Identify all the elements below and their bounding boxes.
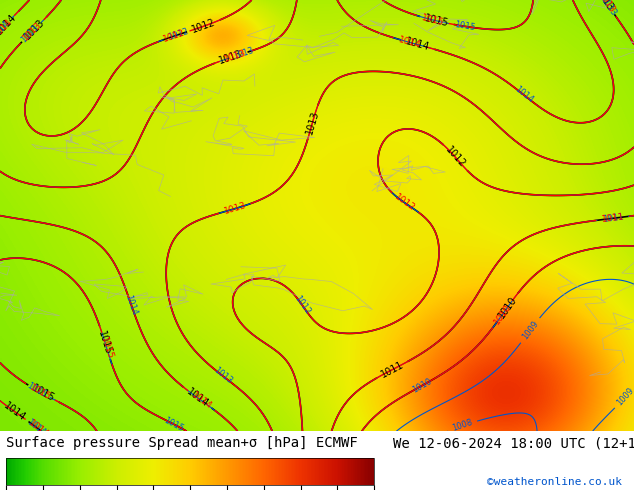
Text: 1014: 1014 bbox=[2, 400, 27, 423]
Text: 1011: 1011 bbox=[601, 213, 624, 224]
Text: 1015: 1015 bbox=[99, 336, 115, 361]
Text: 1011: 1011 bbox=[379, 360, 406, 380]
Text: 1012: 1012 bbox=[444, 145, 468, 170]
Text: 1015: 1015 bbox=[96, 329, 113, 356]
Text: 1014: 1014 bbox=[404, 36, 431, 52]
Text: 1015: 1015 bbox=[28, 383, 53, 402]
Text: 1011: 1011 bbox=[602, 213, 624, 224]
Text: 1014: 1014 bbox=[27, 419, 51, 440]
Text: 1009: 1009 bbox=[615, 386, 634, 408]
Text: 1013: 1013 bbox=[304, 109, 321, 135]
Text: 1014: 1014 bbox=[190, 390, 213, 411]
Text: Surface pressure Spread mean+σ [hPa] ECMWF: Surface pressure Spread mean+σ [hPa] ECM… bbox=[6, 436, 358, 450]
Text: 1012: 1012 bbox=[190, 18, 217, 35]
Text: 1014: 1014 bbox=[397, 35, 422, 49]
Text: 1013: 1013 bbox=[223, 201, 247, 216]
Text: 1014: 1014 bbox=[184, 387, 210, 409]
Text: 1015: 1015 bbox=[25, 381, 48, 399]
Text: 1009: 1009 bbox=[520, 319, 540, 342]
Text: 1014: 1014 bbox=[25, 417, 48, 437]
Text: 1015: 1015 bbox=[30, 384, 56, 404]
Text: 1013: 1013 bbox=[233, 46, 256, 61]
Text: 1015: 1015 bbox=[453, 20, 476, 32]
Text: 1015: 1015 bbox=[420, 13, 445, 27]
Text: We 12-06-2024 18:00 UTC (12+174): We 12-06-2024 18:00 UTC (12+174) bbox=[393, 436, 634, 450]
Text: 1014: 1014 bbox=[0, 16, 14, 39]
Text: 1008: 1008 bbox=[451, 418, 474, 433]
Text: 1014: 1014 bbox=[0, 11, 18, 36]
Text: 1013: 1013 bbox=[593, 0, 616, 13]
Text: 1013: 1013 bbox=[212, 366, 234, 386]
Text: 1010: 1010 bbox=[496, 294, 519, 320]
Text: 1010: 1010 bbox=[411, 377, 433, 395]
Text: 1010: 1010 bbox=[492, 302, 513, 326]
Text: 1012: 1012 bbox=[162, 28, 186, 44]
Text: ©weatheronline.co.uk: ©weatheronline.co.uk bbox=[487, 477, 622, 487]
Text: 1013: 1013 bbox=[218, 49, 244, 66]
Text: 1015: 1015 bbox=[162, 416, 185, 433]
Text: 1015: 1015 bbox=[424, 13, 450, 28]
Text: 1012: 1012 bbox=[167, 27, 190, 42]
Text: 1013: 1013 bbox=[223, 48, 248, 64]
Text: 1012: 1012 bbox=[292, 294, 312, 317]
Text: 1013: 1013 bbox=[19, 24, 41, 45]
Text: 1014: 1014 bbox=[124, 294, 139, 317]
Text: 1013: 1013 bbox=[22, 17, 46, 42]
Text: 1013: 1013 bbox=[596, 0, 617, 15]
Text: 1014: 1014 bbox=[513, 85, 534, 105]
Text: 1012: 1012 bbox=[393, 193, 417, 213]
Text: 1013: 1013 bbox=[21, 20, 44, 43]
Text: 1014: 1014 bbox=[0, 19, 11, 40]
Text: 1013: 1013 bbox=[599, 0, 618, 17]
